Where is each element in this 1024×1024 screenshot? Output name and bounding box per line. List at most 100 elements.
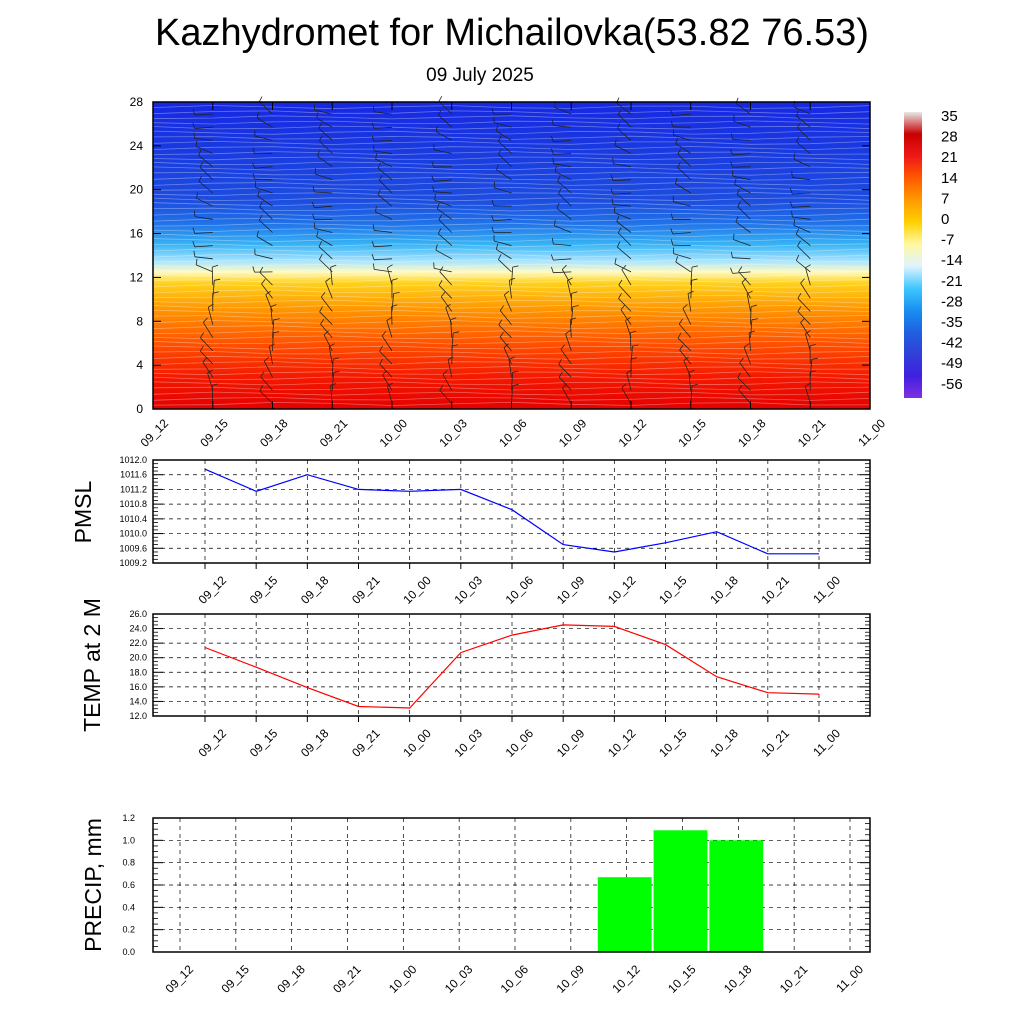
- wind-barb: [373, 258, 393, 261]
- wind-barb-flag: [393, 292, 400, 294]
- wind-barb: [612, 179, 632, 181]
- wind-barb-flag: [797, 240, 801, 247]
- wind-barb: [391, 306, 393, 325]
- x-tick-label: 09_18: [257, 416, 291, 450]
- wind-barb: [319, 140, 333, 154]
- wind-barb-flag: [330, 383, 337, 386]
- temperature-line: [204, 624, 820, 709]
- wind-barb: [198, 181, 214, 194]
- colorbar-label: -7: [941, 232, 954, 249]
- y-tick-label: 12: [130, 270, 144, 284]
- wind-barb: [434, 199, 452, 207]
- wind-barb-flag: [617, 123, 621, 129]
- wind-barb-flag: [612, 157, 614, 164]
- wind-barb: [558, 193, 572, 207]
- wind-barb: [318, 246, 333, 260]
- wind-barb-flag: [737, 372, 742, 378]
- wind-barb-flag: [677, 162, 681, 168]
- wind-barb: [254, 135, 273, 141]
- wind-barb: [255, 187, 273, 194]
- wind-barb: [498, 259, 512, 273]
- y-tick-label: 0: [136, 402, 143, 416]
- wind-barb-flag: [252, 266, 255, 273]
- wind-barb-flag: [198, 175, 202, 182]
- wind-barb: [261, 283, 273, 299]
- wind-barb-flag: [558, 371, 563, 378]
- wind-barb: [617, 246, 632, 260]
- wind-barb: [495, 248, 512, 260]
- contour-line: [152, 227, 871, 232]
- y-tick-label: 1.0: [122, 835, 135, 845]
- wind-barb: [734, 183, 751, 194]
- x-tick-label: 11_00: [833, 962, 866, 995]
- wind-barb: [438, 101, 453, 115]
- wind-barb-flag: [273, 331, 280, 334]
- wind-barb-flag: [621, 383, 627, 389]
- wind-barb-flag: [319, 135, 323, 142]
- wind-barb: [508, 280, 512, 299]
- wind-barb: [259, 272, 273, 286]
- contour-line: [152, 299, 871, 304]
- contour-line: [152, 330, 871, 335]
- wind-barb-flag: [618, 279, 623, 286]
- wind-barb: [451, 332, 454, 351]
- wind-barb-flag: [613, 206, 616, 213]
- x-tick-label: 10_18: [707, 726, 741, 760]
- contour-line: [152, 166, 871, 171]
- wind-barb-flag: [551, 238, 554, 245]
- contour-line: [152, 391, 871, 396]
- wind-barb-flag: [371, 240, 375, 247]
- wind-barb-flag: [736, 188, 741, 195]
- wind-barb-flag: [379, 358, 384, 365]
- wind-barb: [498, 324, 512, 338]
- wind-barb-flag: [614, 139, 617, 146]
- wind-barb: [387, 267, 393, 286]
- wind-barb: [439, 389, 453, 404]
- wind-barb: [325, 281, 333, 299]
- wind-barb: [682, 308, 692, 325]
- wind-barb: [315, 173, 333, 181]
- wind-barb: [672, 244, 691, 246]
- wind-barb: [374, 111, 393, 115]
- wind-barb-flag: [616, 241, 621, 248]
- wind-barb-flag: [434, 194, 436, 201]
- wind-barb-flag: [203, 317, 208, 323]
- wind-barb: [496, 169, 512, 181]
- wind-barb-flag: [319, 306, 323, 312]
- page-title: Kazhydromet for Michailovka(53.82 76.53): [155, 12, 869, 54]
- wind-barb: [569, 319, 572, 338]
- y-tick-label: 0.8: [122, 858, 135, 868]
- wind-barb: [379, 180, 393, 194]
- wind-barb-flag: [625, 316, 631, 321]
- x-tick-label: 10_21: [758, 573, 792, 607]
- wind-barb-flag: [730, 149, 733, 156]
- wind-barb: [735, 221, 751, 233]
- y-tick-label: 24.0: [129, 624, 147, 634]
- wind-barb: [616, 102, 632, 115]
- wind-barb-flag: [497, 135, 502, 142]
- wind-barb: [269, 346, 273, 365]
- wind-barb: [257, 195, 273, 207]
- wind-barb-flag: [795, 254, 800, 261]
- wind-barb: [800, 322, 811, 338]
- wind-barb: [675, 183, 692, 194]
- y-tick-label: 16.0: [129, 682, 147, 692]
- wind-barb-flag: [202, 357, 208, 363]
- wind-barb: [200, 337, 214, 352]
- wind-barb: [553, 243, 572, 246]
- wind-barb-flag: [273, 318, 280, 321]
- wind-barb: [750, 319, 753, 338]
- x-tick-label: 09_12: [196, 573, 230, 607]
- colorbar-label: -56: [941, 376, 963, 393]
- wind-barb: [617, 128, 632, 141]
- wind-barb-flag: [375, 153, 377, 160]
- wind-barb-flag: [508, 356, 515, 360]
- wind-barb-flag: [270, 304, 277, 308]
- colorbar-label: 7: [941, 190, 949, 207]
- wind-barb: [447, 359, 453, 378]
- wind-barb: [737, 377, 751, 391]
- wind-barb: [613, 204, 632, 207]
- wind-barb-flag: [199, 161, 204, 168]
- wind-barb: [194, 232, 213, 234]
- contour-line: [152, 156, 871, 161]
